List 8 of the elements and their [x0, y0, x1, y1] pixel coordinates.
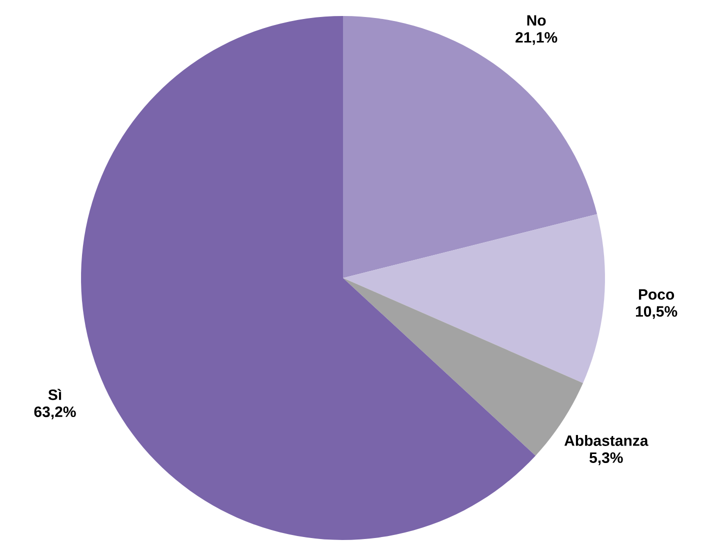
slice-label: Sì — [48, 388, 62, 400]
data-label: 21,1% — [516, 32, 558, 45]
data-label: 5,3% — [590, 452, 623, 466]
slice-label: No — [527, 15, 546, 26]
slice-label: Abbastanza — [564, 434, 648, 446]
data-label: 10,5% — [636, 306, 678, 319]
slice-label: Poco — [638, 289, 674, 300]
data-label: 63,2% — [34, 406, 76, 420]
